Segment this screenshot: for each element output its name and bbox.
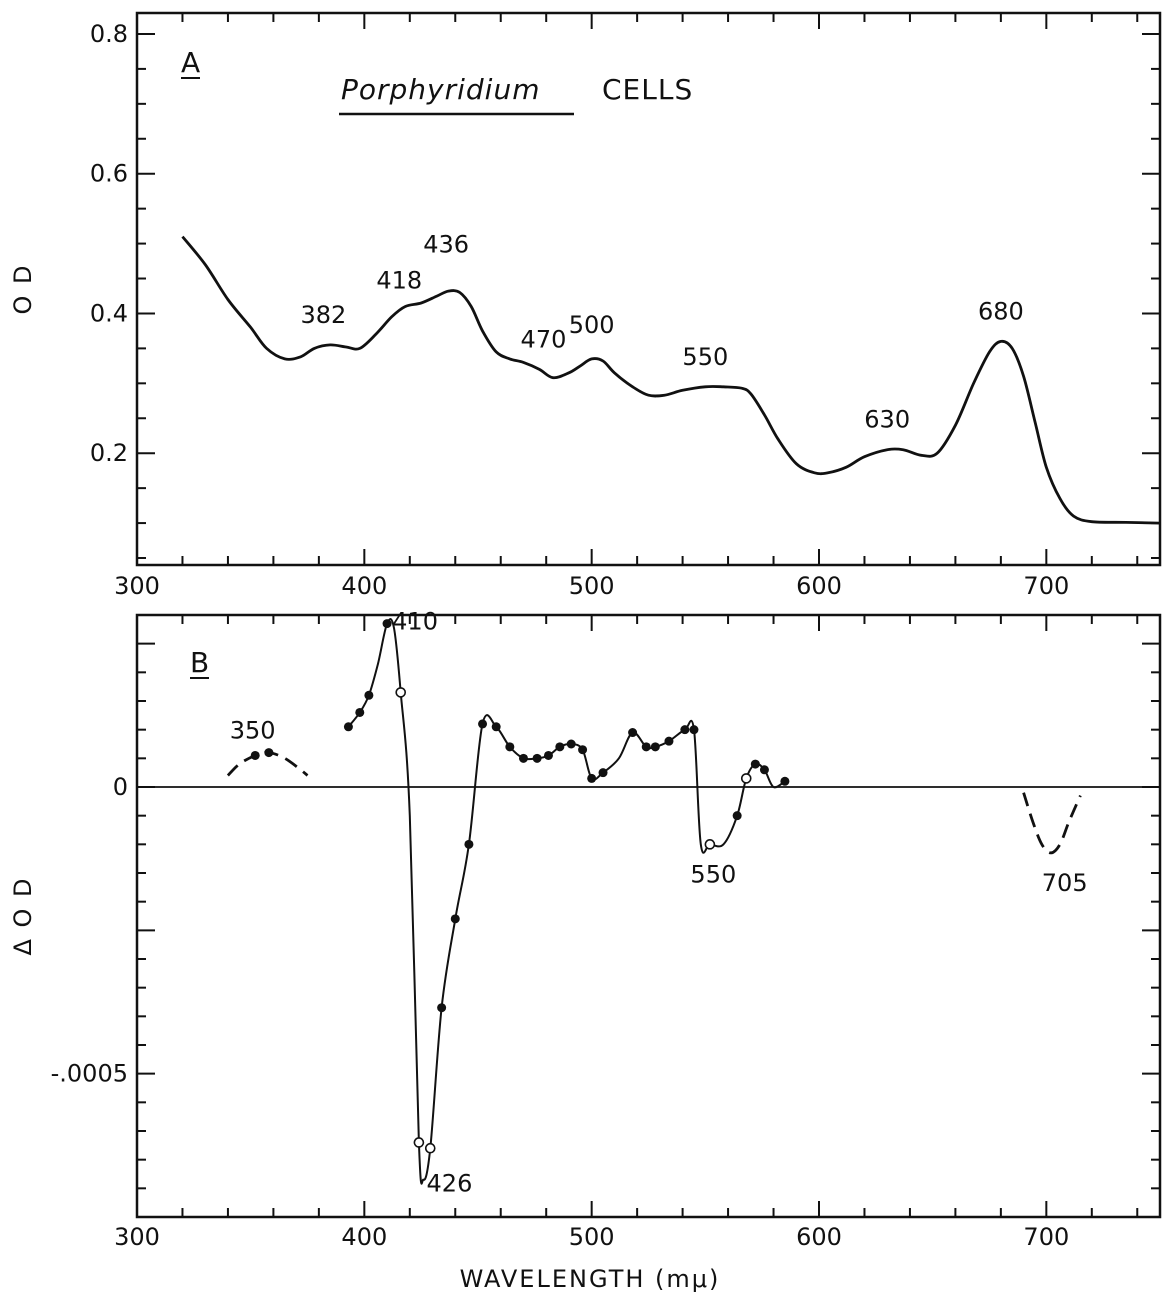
x-tick-label: 500: [569, 1223, 615, 1251]
peak-label-350: 350: [230, 717, 276, 745]
peak-label-382: 382: [301, 301, 347, 329]
x-tick-label: 700: [1023, 572, 1069, 600]
delta-od-line: [347, 618, 786, 1185]
peak-label-550: 550: [682, 343, 728, 371]
peak-label-705: 705: [1042, 869, 1088, 897]
panel-b-difference-spectrum: 300 400 500 600 700 0 -.0005 Δ O D WAVELENGTH (m…: [9, 608, 1162, 1293]
data-point-filled: [264, 748, 274, 758]
x-tick-label: 400: [341, 572, 387, 600]
data-point-filled: [437, 1003, 447, 1013]
data-point-filled: [578, 745, 588, 755]
data-point-filled: [450, 914, 460, 924]
data-point-open: [740, 773, 752, 784]
x-tick-label: 300: [114, 572, 160, 600]
data-point-open: [413, 1137, 425, 1148]
x-axis-title: WAVELENGTH (mμ): [460, 1265, 721, 1293]
data-point-filled: [628, 728, 638, 738]
data-point-filled: [750, 759, 760, 769]
peak-label-680: 680: [978, 297, 1024, 325]
data-point-open: [704, 839, 716, 850]
data-point-filled: [543, 750, 553, 760]
y-tick-label: 0.6: [90, 160, 128, 188]
peak-label-410: 410: [392, 608, 438, 636]
panel-a-spectrum: 300 400 500 600 700 0.2 0.4 0.6 0.8 O D A Porphyrid…: [9, 11, 1162, 600]
y-axis-title: Δ O D: [9, 876, 37, 955]
x-tick-label: 600: [796, 572, 842, 600]
peak-label-550: 550: [690, 860, 736, 888]
data-point-filled: [382, 619, 392, 629]
y-tick-label: 0.2: [90, 439, 128, 467]
data-point-filled: [532, 753, 542, 763]
panel-label-a: A: [181, 46, 201, 79]
chart-title-species: Porphyridium: [341, 73, 540, 106]
data-point-filled: [664, 736, 674, 746]
peak-label-426: 426: [427, 1170, 473, 1198]
y-axis-title: O D: [9, 264, 37, 315]
y-tick-label: 0.4: [90, 299, 128, 327]
peak-label-470: 470: [521, 325, 567, 353]
data-point-filled: [505, 742, 515, 752]
x-tick-label: 300: [114, 1223, 160, 1251]
peak-label-418: 418: [376, 266, 422, 294]
data-point-open: [395, 687, 407, 698]
delta-od-dashed-line: [1022, 792, 1082, 855]
data-point-filled: [491, 722, 501, 732]
od-spectrum-line: [181, 235, 1161, 525]
data-point-filled: [650, 742, 660, 752]
data-point-filled: [689, 725, 699, 735]
y-tick-label: -.0005: [51, 1060, 128, 1088]
peak-label-630: 630: [864, 406, 910, 434]
y-tick-label: 0.8: [90, 20, 128, 48]
data-point-filled: [518, 753, 528, 763]
data-point-filled: [566, 739, 576, 749]
data-point-filled: [343, 722, 353, 732]
panel-a-frame: [135, 11, 1162, 567]
data-point-filled: [364, 690, 374, 700]
panel-b-frame: [135, 613, 1162, 1219]
data-point-filled: [355, 707, 365, 717]
data-point-filled: [478, 719, 488, 729]
data-point-filled: [464, 839, 474, 849]
data-point-filled: [732, 811, 742, 821]
data-point-filled: [250, 750, 260, 760]
data-point-open: [424, 1142, 436, 1154]
x-tick-label: 700: [1023, 1223, 1069, 1251]
chart-title-cells: CELLS: [602, 73, 693, 106]
y-tick-label: 0: [113, 773, 128, 801]
x-tick-label: 500: [569, 572, 615, 600]
peak-label-436: 436: [423, 230, 469, 258]
x-tick-label: 600: [796, 1223, 842, 1251]
data-point-filled: [555, 742, 565, 752]
data-point-filled: [587, 773, 597, 783]
data-point-filled: [680, 725, 690, 735]
data-point-filled: [641, 742, 651, 752]
panel-label-b: B: [190, 646, 210, 679]
data-point-filled: [759, 765, 769, 775]
data-point-filled: [598, 768, 608, 778]
x-tick-label: 400: [341, 1223, 387, 1251]
data-point-filled: [780, 776, 790, 786]
peak-label-500: 500: [569, 311, 615, 339]
